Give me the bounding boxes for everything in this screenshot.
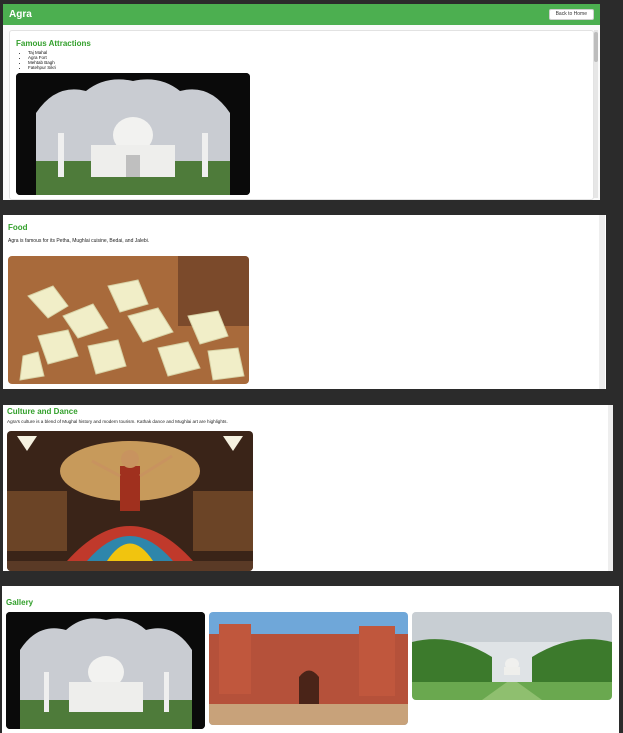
culture-section: Culture and Dance Agra's culture is a bl… xyxy=(3,405,613,571)
list-item: Taj Mahal xyxy=(28,50,91,55)
agra-fort-photo-icon xyxy=(209,612,408,725)
food-scrollbar[interactable] xyxy=(599,215,605,389)
food-heading: Food xyxy=(8,223,28,232)
back-to-home-button[interactable]: Back to Home xyxy=(548,9,594,20)
page-title: Agra xyxy=(9,9,32,20)
food-section: Food Agra is famous for its Petha, Mughl… xyxy=(3,215,606,389)
kathak-dancer-photo-icon xyxy=(7,431,253,571)
gallery-heading: Gallery xyxy=(6,598,34,607)
taj-mahal-image xyxy=(16,73,250,195)
list-item: Mehtab Bagh xyxy=(28,60,91,65)
attractions-heading: Famous Attractions xyxy=(16,39,91,48)
list-item: Agra Fort xyxy=(28,55,91,60)
gallery-image-1[interactable] xyxy=(6,612,205,729)
attractions-list: Taj Mahal Agra Fort Mehtab Bagh Fatehpur… xyxy=(16,50,91,70)
gallery-section: Gallery xyxy=(2,586,619,733)
food-text: Agra is famous for its Petha, Mughlai cu… xyxy=(8,238,150,244)
attractions-card: Famous Attractions Taj Mahal Agra Fort M… xyxy=(9,30,594,200)
culture-scrollbar[interactable] xyxy=(608,405,613,571)
gallery-image-2[interactable] xyxy=(209,612,408,725)
culture-image xyxy=(7,431,253,571)
food-image xyxy=(8,256,249,384)
culture-heading: Culture and Dance xyxy=(7,407,78,416)
header-bar: Agra Back to Home xyxy=(3,4,600,25)
gallery-image-3[interactable] xyxy=(412,612,612,700)
taj-mahal-photo-icon xyxy=(6,612,205,729)
list-item: Fatehpur Sikri xyxy=(28,65,91,70)
taj-garden-photo-icon xyxy=(412,612,612,700)
attractions-scroll-thumb[interactable] xyxy=(594,32,598,62)
attractions-scrollbar[interactable] xyxy=(594,30,598,198)
petha-photo-icon xyxy=(8,256,249,384)
culture-text: Agra's culture is a blend of Mughal hist… xyxy=(7,419,228,424)
taj-mahal-photo-icon xyxy=(16,73,250,195)
